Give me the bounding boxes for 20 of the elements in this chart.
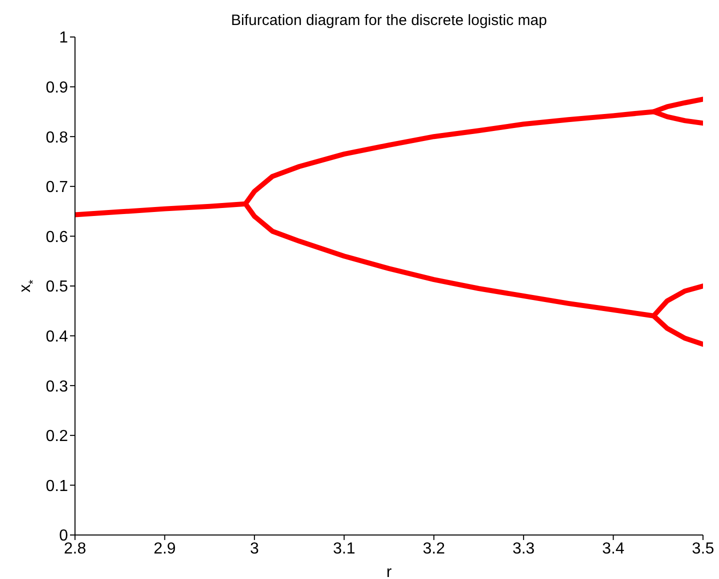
x-axis-title: r [386, 564, 392, 579]
y-tick-label: 0.5 [46, 278, 68, 296]
x-tick-label: 3.5 [692, 540, 714, 558]
y-tick-label: 1 [59, 30, 68, 47]
x-tick-label: 2.9 [154, 540, 176, 558]
y-tick-label: 0.2 [46, 428, 68, 446]
x-tick-label: 3.1 [333, 540, 356, 558]
y-tick-label: 0.3 [46, 378, 68, 396]
x-tick-label: 3 [250, 540, 259, 558]
x-tick-label: 3.4 [602, 540, 625, 558]
y-tick-label: 0.4 [46, 328, 68, 346]
chart-title: Bifurcation diagram for the discrete logistic map [230, 12, 548, 29]
x-tick-label: 3.3 [512, 540, 535, 558]
y-tick-label: 0.7 [46, 179, 68, 196]
y-tick-label: 0.8 [46, 129, 68, 146]
y-tick-label: 0.9 [46, 79, 68, 96]
x-tick-label: 2.8 [64, 540, 86, 558]
y-tick-label: 0.1 [46, 478, 68, 495]
y-tick-label: 0.6 [46, 228, 68, 246]
x-tick-label: 3.2 [422, 540, 446, 558]
